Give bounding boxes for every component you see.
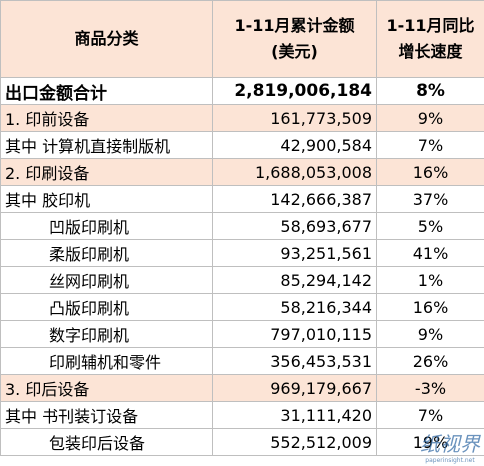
growth-cell: 8% [376,77,484,105]
category-cell: 凹版印刷机 [0,212,213,240]
table-row: 包装印后设备 552,512,009 19% [0,428,484,456]
growth-cell: 7% [376,131,484,159]
table-row: 其中 计算机直接制版机 42,900,584 7% [0,131,484,159]
category-cell: 其中 书刊装订设备 [0,401,213,429]
growth-cell: -3% [376,374,484,402]
amount-cell: 85,294,142 [212,266,377,294]
data-table: 商品分类 1-11月累计金额 (美元) 1-11月同比 增长速度 出口金额合计 2… [0,0,484,456]
header-cell: 商品分类 [0,0,213,78]
table-row: 出口金额合计 2,819,006,184 8% [0,77,484,105]
table-row: 丝网印刷机 85,294,142 1% [0,266,484,294]
category-cell: 凸版印刷机 [0,293,213,321]
growth-cell: 5% [376,212,484,240]
watermark-name: 纸视界 [420,432,480,456]
category-cell: 丝网印刷机 [0,266,213,294]
header-row: 商品分类 1-11月累计金额 (美元) 1-11月同比 增长速度 [0,0,484,78]
table-row: 3. 印后设备 969,179,667 -3% [0,374,484,402]
watermark: 纸视界 paperinsight.net [420,428,480,464]
category-cell: 出口金额合计 [0,77,213,105]
category-cell: 1. 印前设备 [0,104,213,132]
growth-cell: 19% [376,428,484,456]
table-row: 其中 书刊装订设备 31,111,420 7% [0,401,484,429]
growth-cell: 9% [376,320,484,348]
growth-cell: 26% [376,347,484,375]
table-row: 凸版印刷机 58,216,344 16% [0,293,484,321]
growth-cell: 37% [376,185,484,213]
amount-cell: 42,900,584 [212,131,377,159]
growth-cell: 16% [376,293,484,321]
category-cell: 柔版印刷机 [0,239,213,267]
category-cell: 印刷辅机和零件 [0,347,213,375]
table-row: 柔版印刷机 93,251,561 41% [0,239,484,267]
table-row: 2. 印刷设备 1,688,053,008 16% [0,158,484,186]
table-row: 1. 印前设备 161,773,509 9% [0,104,484,132]
amount-cell: 142,666,387 [212,185,377,213]
category-cell: 其中 计算机直接制版机 [0,131,213,159]
growth-cell: 7% [376,401,484,429]
category-cell: 2. 印刷设备 [0,158,213,186]
amount-cell: 31,111,420 [212,401,377,429]
amount-cell: 58,693,677 [212,212,377,240]
category-cell: 3. 印后设备 [0,374,213,402]
header-cell: 1-11月累计金额 (美元) [212,0,377,78]
category-cell: 其中 胶印机 [0,185,213,213]
amount-cell: 356,453,531 [212,347,377,375]
growth-cell: 9% [376,104,484,132]
amount-cell: 93,251,561 [212,239,377,267]
amount-cell: 1,688,053,008 [212,158,377,186]
growth-cell: 41% [376,239,484,267]
table-row: 印刷辅机和零件 356,453,531 26% [0,347,484,375]
amount-cell: 552,512,009 [212,428,377,456]
watermark-url: paperinsight.net [425,457,475,464]
amount-cell: 58,216,344 [212,293,377,321]
amount-cell: 2,819,006,184 [212,77,377,105]
header-cell: 1-11月同比 增长速度 [376,0,484,78]
table-row: 凹版印刷机 58,693,677 5% [0,212,484,240]
growth-cell: 16% [376,158,484,186]
amount-cell: 161,773,509 [212,104,377,132]
amount-cell: 969,179,667 [212,374,377,402]
growth-cell: 1% [376,266,484,294]
category-cell: 包装印后设备 [0,428,213,456]
table-row: 数字印刷机 797,010,115 9% [0,320,484,348]
category-cell: 数字印刷机 [0,320,213,348]
amount-cell: 797,010,115 [212,320,377,348]
table-row: 其中 胶印机 142,666,387 37% [0,185,484,213]
